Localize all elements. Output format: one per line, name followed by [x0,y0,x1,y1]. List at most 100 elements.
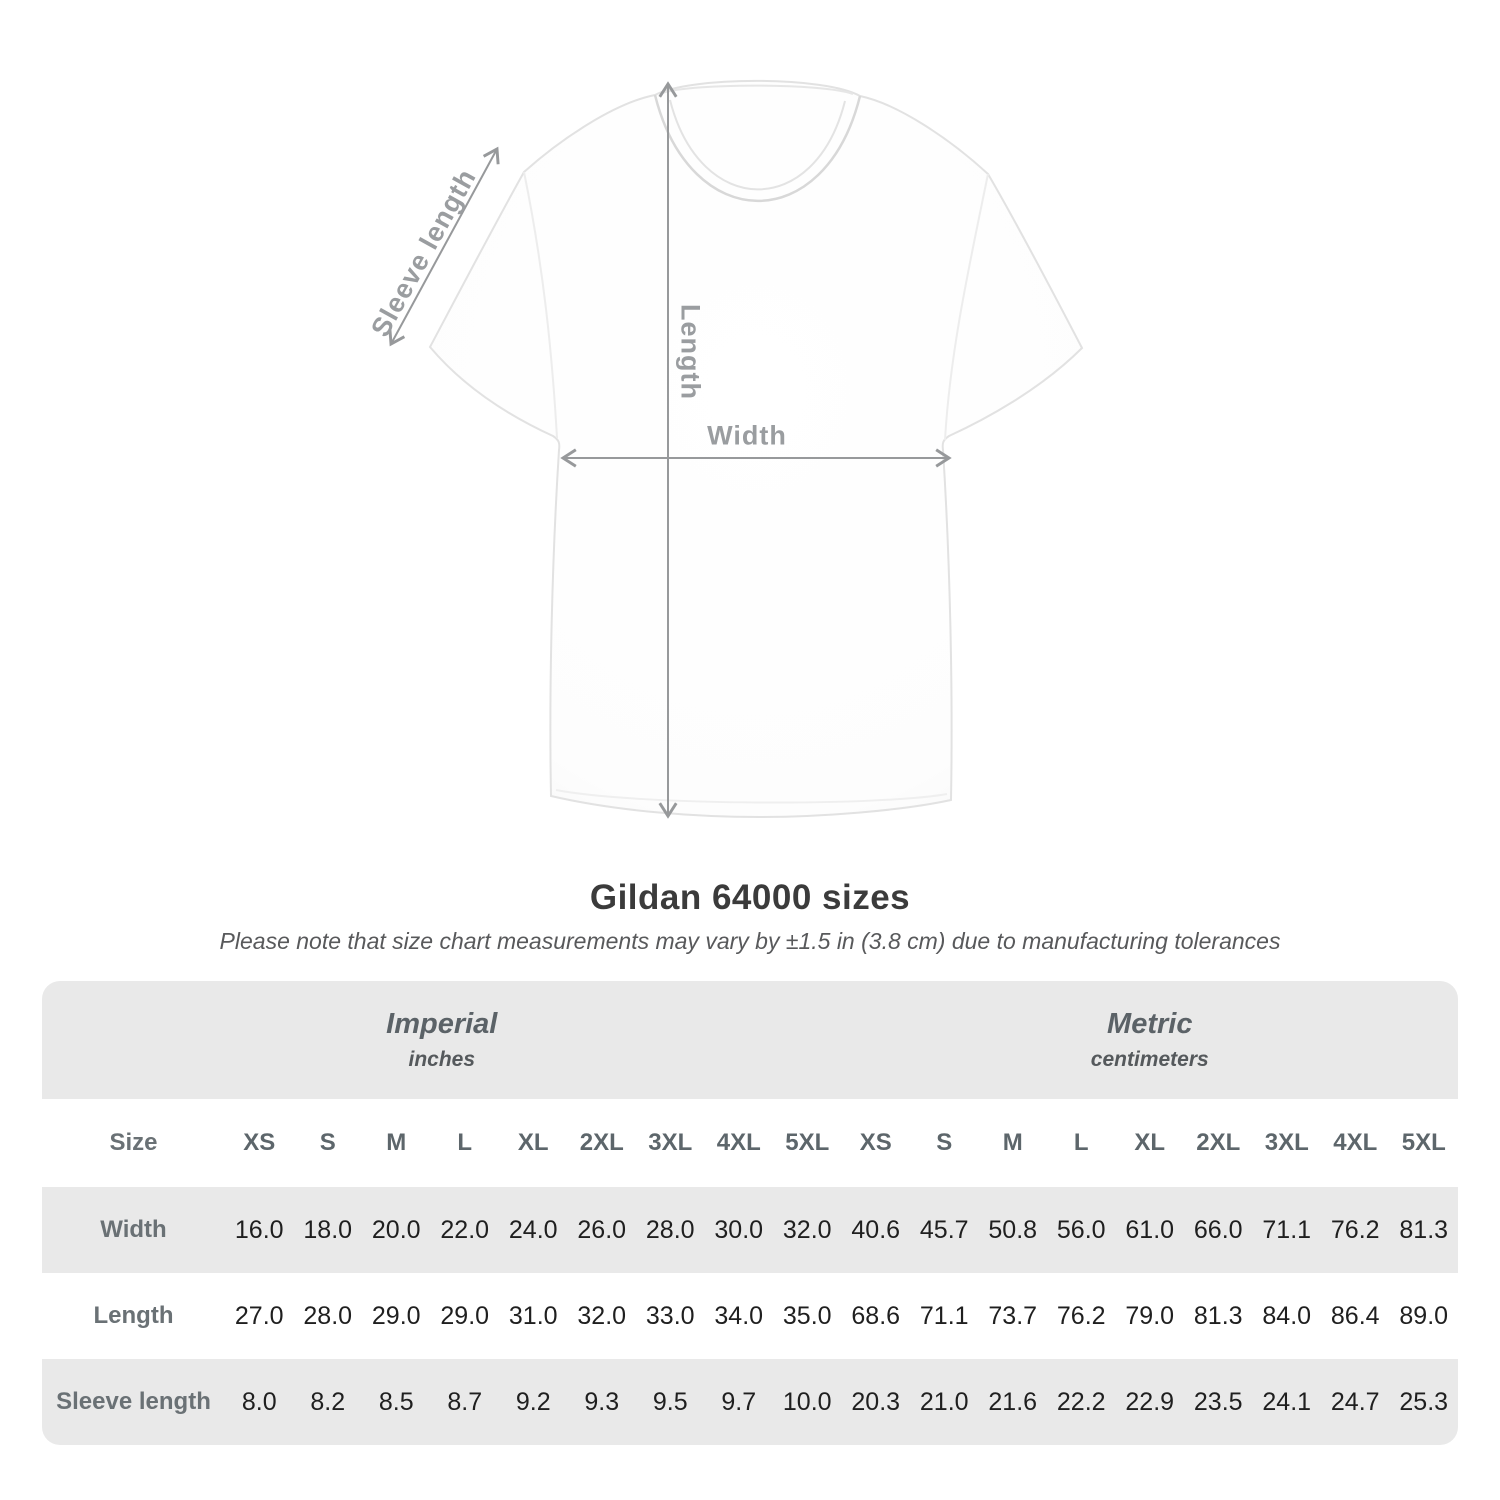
cell: 73.7 [978,1273,1047,1359]
cell: 26.0 [567,1187,636,1273]
cell: 21.0 [910,1359,979,1445]
cell: 33.0 [636,1273,705,1359]
collar-inner-seam [669,99,846,191]
cell: 71.1 [1252,1187,1321,1273]
tolerance-note: Please note that size chart measurements… [219,928,1281,954]
cell: 84.0 [1252,1273,1321,1359]
cell: 16.0 [225,1187,294,1273]
size-col-header: 4XL [704,1099,773,1187]
unit-group-header-row: Imperial inches Metric centimeters [42,981,1458,1099]
cell: 61.0 [1115,1187,1184,1273]
cell: 9.7 [704,1359,773,1445]
size-col-header: 5XL [1389,1099,1458,1187]
cell: 22.2 [1047,1359,1116,1445]
size-col-header: 3XL [636,1099,705,1187]
size-col-header: L [1047,1099,1116,1187]
cell: 18.0 [293,1187,362,1273]
cell: 31.0 [499,1273,568,1359]
cell: 76.2 [1321,1187,1390,1273]
imperial-group-header: Imperial inches [42,981,842,1099]
size-col-header: XS [225,1099,294,1187]
hem-seam [555,789,948,804]
cell: 29.0 [362,1273,431,1359]
cell: 35.0 [773,1273,842,1359]
right-sleeve-seam [944,173,989,441]
cell: 89.0 [1389,1273,1458,1359]
cell: 24.1 [1252,1359,1321,1445]
metric-group-label: Metric [1107,1008,1193,1040]
cell: 81.3 [1184,1273,1253,1359]
cell: 25.3 [1389,1359,1458,1445]
cell: 20.3 [841,1359,910,1445]
cell: 71.1 [910,1273,979,1359]
cell: 8.7 [430,1359,499,1445]
cell: 34.0 [704,1273,773,1359]
size-col-header: 2XL [567,1099,636,1187]
page-title: Gildan 64000 sizes [589,878,911,917]
cell: 8.2 [293,1359,362,1445]
tshirt-diagram: Sleeve length Length Width [365,79,1084,819]
cell: 22.9 [1115,1359,1184,1445]
size-col-header: XL [1115,1099,1184,1187]
cell: 30.0 [704,1187,773,1273]
cell: 24.7 [1321,1359,1390,1445]
cell: 86.4 [1321,1273,1390,1359]
width-label: Width [707,420,787,451]
size-col-header: L [430,1099,499,1187]
cell: 8.0 [225,1359,294,1445]
row-label: Length [42,1273,225,1359]
cell: 29.0 [430,1273,499,1359]
cell: 66.0 [1184,1187,1253,1273]
left-sleeve-seam [523,171,558,439]
cell: 76.2 [1047,1273,1116,1359]
cell: 50.8 [978,1187,1047,1273]
cell: 20.0 [362,1187,431,1273]
metric-group-header: Metric centimeters [841,981,1458,1099]
cell: 22.0 [430,1187,499,1273]
table-row-width: Width 16.0 18.0 20.0 22.0 24.0 26.0 28.0… [42,1187,1458,1273]
size-col-header: 5XL [773,1099,842,1187]
size-table-container: Imperial inches Metric centimeters Size … [42,981,1458,1445]
cell: 21.6 [978,1359,1047,1445]
size-col-header: 3XL [1252,1099,1321,1187]
cell: 81.3 [1389,1187,1458,1273]
size-col-header: 2XL [1184,1099,1253,1187]
cell: 8.5 [362,1359,431,1445]
cell: 56.0 [1047,1187,1116,1273]
imperial-group-unit: inches [408,1048,476,1071]
cell: 9.5 [636,1359,705,1445]
cell: 40.6 [841,1187,910,1273]
cell: 32.0 [567,1273,636,1359]
metric-group-unit: centimeters [1090,1048,1209,1071]
cell: 23.5 [1184,1359,1253,1445]
cell: 32.0 [773,1187,842,1273]
size-header-cell: Size [42,1099,225,1187]
imperial-group-label: Imperial [386,1008,498,1040]
cell: 27.0 [225,1273,294,1359]
row-label: Width [42,1187,225,1273]
row-label: Sleeve length [42,1359,225,1445]
cell: 79.0 [1115,1273,1184,1359]
cell: 24.0 [499,1187,568,1273]
cell: 28.0 [636,1187,705,1273]
size-header-row: Size XS S M L XL 2XL 3XL 4XL 5XL XS S M … [42,1099,1458,1187]
size-col-header: 4XL [1321,1099,1390,1187]
size-col-header: M [978,1099,1047,1187]
cell: 68.6 [841,1273,910,1359]
size-col-header: S [293,1099,362,1187]
size-col-header: M [362,1099,431,1187]
cell: 45.7 [910,1187,979,1273]
sleeve-length-arrow [388,146,500,347]
table-row-sleeve-length: Sleeve length 8.0 8.2 8.5 8.7 9.2 9.3 9.… [42,1359,1458,1445]
size-col-header: XL [499,1099,568,1187]
cell: 28.0 [293,1273,362,1359]
size-col-header: XS [841,1099,910,1187]
size-col-header: S [910,1099,979,1187]
cell: 9.3 [567,1359,636,1445]
cell: 9.2 [499,1359,568,1445]
length-label: Length [675,304,706,400]
size-chart-table: Imperial inches Metric centimeters Size … [42,981,1458,1445]
table-row-length: Length 27.0 28.0 29.0 29.0 31.0 32.0 33.… [42,1273,1458,1359]
cell: 10.0 [773,1359,842,1445]
